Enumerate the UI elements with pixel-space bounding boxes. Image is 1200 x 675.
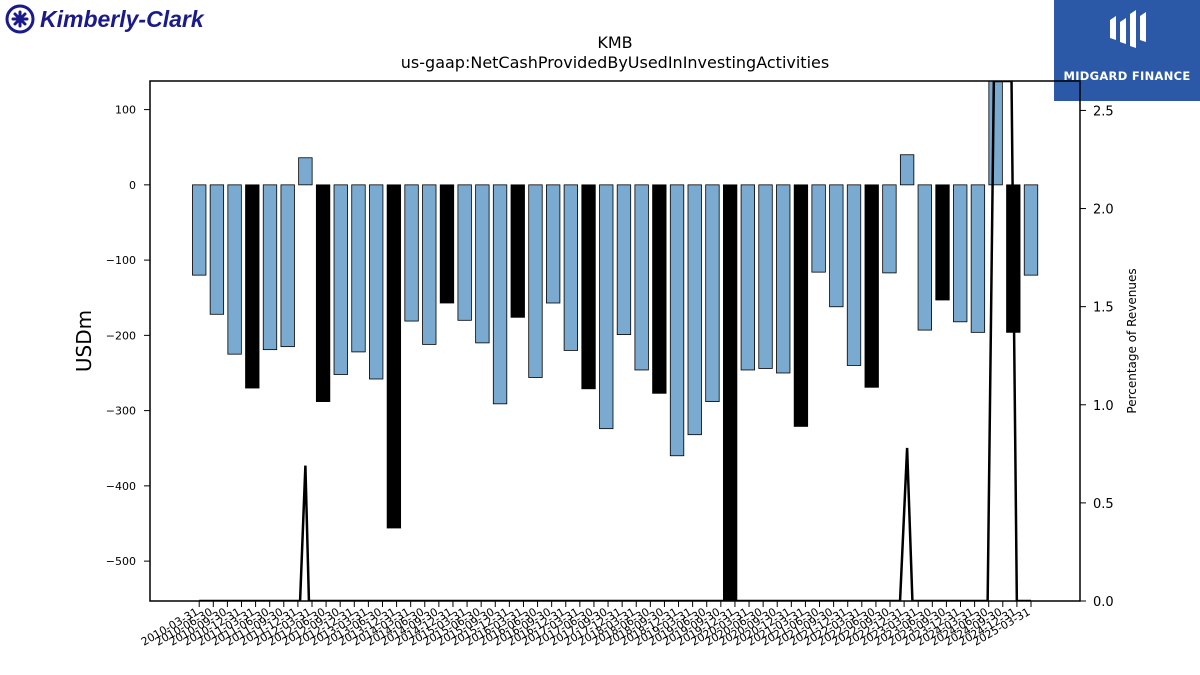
bar [1023, 184, 1039, 276]
y-tick-label: −300 [106, 405, 136, 418]
bar [793, 184, 809, 427]
bar [492, 184, 508, 405]
kimberly-clark-logo: Kimberly-Clark [4, 4, 234, 34]
bar [245, 184, 260, 389]
bar [280, 184, 295, 348]
bar [298, 157, 313, 186]
y2-tick-label: 1.0 [1093, 399, 1114, 414]
bar [846, 184, 862, 366]
y-axis-label: USDm [72, 310, 96, 372]
y2-tick-label: 0.0 [1093, 595, 1114, 610]
bar [333, 184, 348, 375]
bar [669, 184, 685, 457]
bar [829, 184, 844, 308]
bar [599, 184, 614, 430]
bar [811, 184, 826, 273]
bar [740, 184, 755, 371]
midgard-finance-logo: MIDGARD FINANCE [1054, 0, 1200, 101]
bar [315, 184, 331, 402]
bar [510, 184, 525, 318]
kimberly-clark-logo-mark: Kimberly-Clark [5, 4, 205, 34]
bar [705, 184, 720, 402]
bar [227, 184, 242, 355]
y-tick-label: 0 [129, 179, 136, 192]
bar [616, 184, 632, 336]
bar [369, 184, 384, 380]
bar [439, 184, 455, 304]
y2-tick-label: 0.5 [1093, 497, 1114, 512]
bar [351, 184, 366, 353]
y2-axis-label: Percentage of Revenues [1125, 268, 1139, 413]
midgard-finance-logo-text: MIDGARD FINANCE [1063, 69, 1191, 83]
bar [546, 184, 561, 304]
bar [953, 184, 968, 323]
y-tick-label: −400 [106, 480, 136, 493]
bar [652, 184, 667, 394]
bar [970, 184, 986, 333]
bar [722, 184, 738, 601]
bar [404, 184, 419, 322]
kimberly-clark-logo-text: Kimberly-Clark [40, 6, 205, 32]
y-axis: 100 0 −100 −200 −300 −400 −500 [106, 104, 150, 568]
bar [687, 184, 702, 436]
y-tick-label: −500 [106, 555, 136, 568]
y2-tick-label: 2.0 [1093, 203, 1114, 218]
bar [475, 184, 490, 344]
bar [882, 184, 897, 274]
percentage-line [199, 81, 1031, 601]
bar [528, 184, 543, 378]
bar [209, 184, 225, 315]
x-axis: 2010-03-312010-06-302010-09-302010-12-31… [139, 601, 1033, 649]
bar [988, 81, 1003, 186]
bar [563, 184, 579, 351]
bar [917, 184, 932, 331]
bar [457, 184, 472, 321]
bar [422, 184, 437, 345]
bar [899, 154, 915, 186]
percentage-line-layer [199, 81, 1031, 601]
bar [758, 184, 773, 369]
bar [634, 184, 649, 371]
bar [192, 184, 207, 276]
bars-layer [192, 81, 1039, 601]
plot-frame [149, 80, 1081, 602]
y-tick-label: −100 [106, 254, 136, 267]
bar [935, 184, 950, 301]
bar [581, 184, 596, 390]
midgard-finance-logo-mark [1110, 10, 1146, 48]
bar [386, 184, 402, 529]
y-tick-label: 100 [115, 104, 136, 117]
y2-tick-label: 1.5 [1093, 301, 1114, 316]
bar [864, 184, 879, 388]
chart-subtitle: us-gaap:NetCashProvidedByUsedInInvesting… [401, 53, 829, 72]
y-tick-label: −200 [106, 329, 136, 342]
chart-title: KMB [597, 33, 632, 52]
y2-axis: 0.0 0.5 1.0 1.5 2.0 2.5 [1080, 104, 1114, 610]
bar [262, 184, 278, 351]
y2-tick-label: 2.5 [1093, 104, 1114, 119]
bar [776, 184, 791, 374]
